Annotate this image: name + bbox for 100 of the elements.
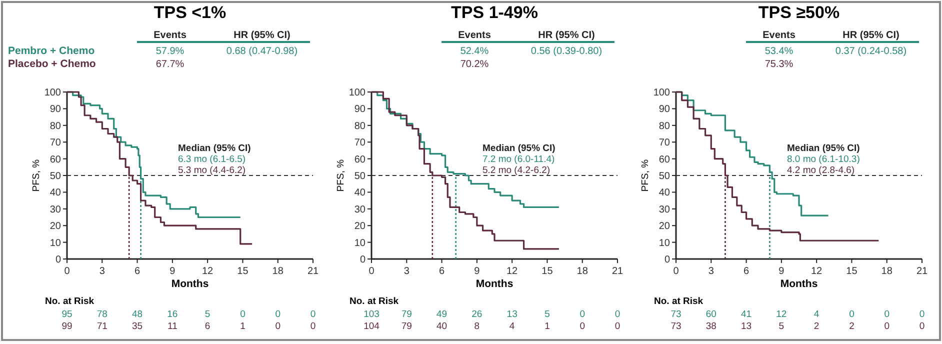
x-tick-label: 3 [708, 266, 714, 277]
y-tick-label: 0 [55, 254, 62, 266]
text: 52.4% [460, 46, 489, 57]
y-tick-label: 30 [658, 204, 670, 216]
chart-title: TPS 1-49% [451, 3, 538, 22]
y-tick-label: 0 [664, 254, 670, 266]
y-tick-label: 90 [354, 104, 366, 116]
x-axis-title: Months [171, 278, 209, 290]
chart-title: TPS <1% [154, 3, 226, 22]
text: 73 60 41 12 4 0 0 0 [670, 309, 925, 320]
x-tick-label: 18 [576, 266, 588, 277]
x-tick-label: 6 [744, 266, 750, 277]
text: 73 38 13 5 2 2 0 0 [670, 321, 925, 332]
x-tick-label: 3 [404, 266, 410, 277]
y-tick-label: 40 [658, 188, 670, 199]
annotation: Median (95% CI) [482, 143, 556, 154]
y-tick-label: 20 [658, 221, 670, 232]
y-tick-label: 20 [354, 221, 366, 232]
y-tick-label: 100 [44, 88, 62, 98]
x-tick-label: 9 [474, 266, 480, 277]
y-tick-label: 40 [354, 188, 366, 199]
y-tick-label: 90 [50, 104, 62, 116]
text: No. at Risk [350, 296, 400, 307]
text: Events [154, 30, 187, 41]
x-tick-label: 15 [542, 266, 554, 277]
text: Events [458, 30, 492, 41]
y-tick-label: 60 [658, 154, 670, 166]
y-tick-label: 30 [354, 204, 366, 216]
text: HR (95% CI) [842, 30, 900, 41]
y-tick-label: 100 [348, 88, 366, 98]
annotation: 7.2 mo (6.0-11.4) [482, 154, 555, 165]
text: 0.56 (0.39-0.80) [530, 46, 602, 57]
y-tick-label: 70 [50, 138, 62, 149]
x-tick-label: 15 [237, 266, 249, 277]
text: 104 79 40 8 4 1 0 0 [364, 321, 620, 332]
x-tick-label: 0 [673, 266, 680, 277]
x-tick-label: 21 [307, 266, 319, 277]
x-tick-label: 12 [506, 266, 518, 277]
text: HR (95% CI) [234, 30, 290, 41]
y-tick-label: 10 [354, 238, 366, 249]
text: 67.7% [156, 59, 184, 70]
x-tick-label: 6 [134, 266, 141, 277]
x-tick-label: 21 [612, 266, 624, 277]
y-tick-label: 20 [50, 221, 62, 232]
x-tick-label: 21 [916, 266, 928, 277]
y-tick-label: 80 [354, 120, 366, 132]
y-axis-title: PFS, % [640, 158, 651, 192]
text: 99 71 35 11 6 1 0 0 [62, 321, 316, 332]
y-tick-label: 90 [658, 104, 670, 116]
y-tick-label: 10 [50, 238, 62, 249]
y-tick-label: 100 [653, 88, 670, 98]
annotation: 4.2 mo (2.8-4.6) [787, 165, 855, 176]
annotation: 6.3 mo (6.1-6.5) [178, 154, 246, 165]
y-tick-label: 50 [50, 171, 62, 182]
x-tick-label: 6 [439, 266, 446, 277]
y-tick-label: 80 [50, 120, 62, 132]
text: 103 79 49 26 13 5 0 0 [364, 309, 620, 320]
y-tick-label: 60 [354, 154, 366, 166]
text: No. at Risk [654, 296, 704, 307]
y-tick-label: 50 [354, 171, 366, 182]
text: 75.3% [764, 59, 794, 70]
x-tick-label: 9 [170, 266, 176, 277]
text: 95 78 48 16 5 0 0 0 [62, 309, 316, 320]
chart-title: TPS ≥50% [758, 3, 840, 22]
annotation: 5.3 mo (4.4-6.2) [178, 165, 246, 176]
y-tick-label: 0 [360, 254, 366, 266]
y-axis-title: PFS, % [336, 158, 346, 192]
y-tick-label: 10 [658, 238, 670, 249]
y-tick-label: 70 [658, 138, 670, 149]
x-tick-label: 18 [272, 266, 284, 277]
text: Events [762, 30, 796, 41]
y-tick-label: 30 [50, 204, 62, 216]
annotation: Median (95% CI) [178, 143, 251, 154]
text: HR (95% CI) [538, 30, 595, 41]
y-tick-label: 80 [658, 120, 670, 132]
y-tick-label: 70 [354, 138, 366, 149]
x-axis-title: Months [780, 278, 818, 290]
y-tick-label: 60 [50, 154, 62, 166]
text: No. at Risk [45, 296, 95, 307]
text: 53.4% [764, 46, 794, 57]
annotation: Median (95% CI) [787, 143, 860, 154]
annotation: 5.2 mo (4.2-6.2) [482, 165, 550, 176]
y-tick-label: 40 [50, 188, 62, 199]
x-tick-label: 12 [202, 266, 214, 277]
y-axis-title: PFS, % [31, 158, 42, 192]
text: Pembro + Chemo [8, 45, 95, 57]
y-tick-label: 50 [658, 171, 670, 182]
text: Placebo + Chemo [8, 58, 96, 70]
x-tick-label: 3 [99, 266, 106, 277]
x-tick-label: 12 [811, 266, 823, 277]
x-tick-label: 15 [846, 266, 858, 277]
x-tick-label: 9 [778, 266, 785, 277]
text: 0.37 (0.24-0.58) [835, 46, 907, 57]
x-axis-title: Months [476, 278, 514, 290]
x-tick-label: 0 [368, 266, 375, 277]
text: 57.9% [156, 46, 184, 57]
x-tick-label: 18 [881, 266, 893, 277]
text: 70.2% [460, 59, 489, 70]
text: 0.68 (0.47-0.98) [226, 46, 298, 57]
x-tick-label: 0 [64, 266, 70, 277]
